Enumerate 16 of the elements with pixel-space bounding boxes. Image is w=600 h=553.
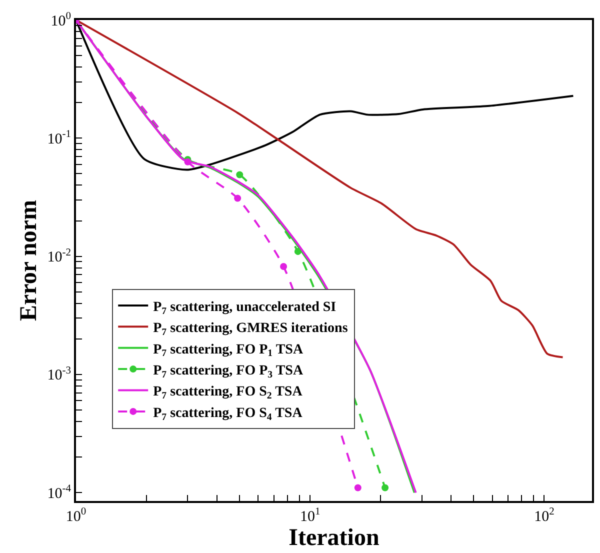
x-tick-label: 10$^{0}$ — [66, 506, 86, 525]
y-axis-title: Error norm — [16, 200, 42, 322]
legend-label: P$_{7}$ scattering, FO P$_{1}$ TSA — [153, 342, 304, 360]
y-tick-label: 10$^{-4}$ — [47, 484, 72, 502]
legend-label: P$_{7}$ scattering, FO P$_{3}$ TSA — [153, 364, 304, 380]
legend-label: P$_{7}$ scattering, unaccelerated SI — [153, 300, 336, 317]
x-tick-label: 10$^{2}$ — [534, 506, 554, 525]
y-tick-label: 10$^{-3}$ — [47, 365, 71, 384]
x-tick-label: 10$^{1}$ — [300, 506, 320, 525]
x-axis-title: Iteration — [288, 525, 380, 551]
legend-label: P$_{7}$ scattering, FO S$_{2}$ TSA — [153, 384, 304, 402]
y-tick-label: 10$^{-1}$ — [47, 129, 71, 148]
legend-label: P$_{7}$ scattering, FO S$_{4}$ TSA — [153, 406, 304, 423]
legend-label: P$_{7}$ scattering, GMRES iterations — [153, 321, 348, 338]
y-tick-label: 10$^{0}$ — [50, 10, 71, 30]
y-tick-label: 10$^{-2}$ — [47, 247, 71, 266]
